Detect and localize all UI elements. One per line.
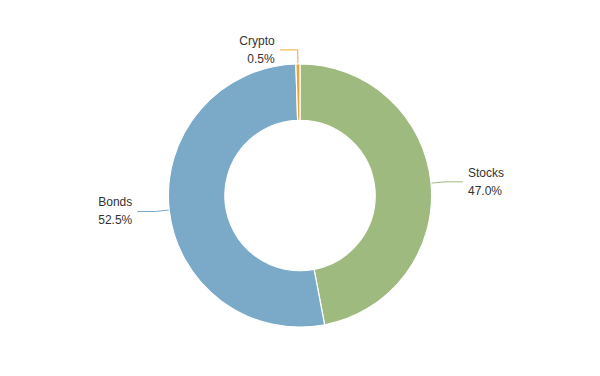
svg-text:Crypto: Crypto (239, 34, 275, 48)
svg-text:47.0%: 47.0% (468, 184, 502, 198)
svg-text:0.5%: 0.5% (247, 52, 275, 66)
svg-text:Bonds: Bonds (98, 195, 132, 209)
svg-text:52.5%: 52.5% (98, 213, 132, 227)
svg-text:Stocks: Stocks (468, 166, 504, 180)
